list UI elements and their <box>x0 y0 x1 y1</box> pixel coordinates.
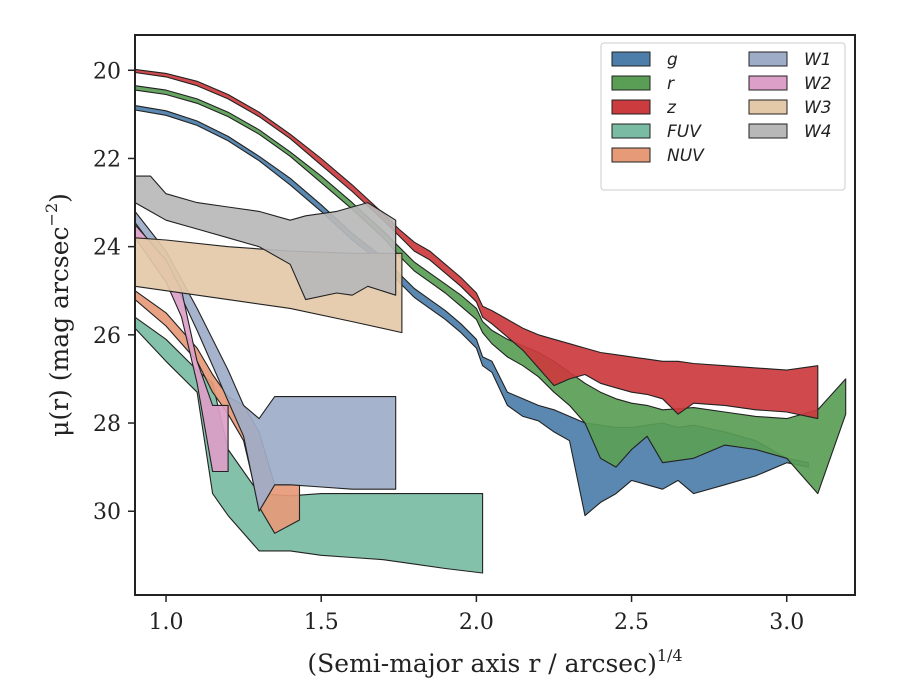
y-tick-label: 30 <box>93 500 121 525</box>
x-axis-label-text: (Semi-major axis r / arcsec) <box>307 649 656 678</box>
y-tick-label: 22 <box>93 147 121 172</box>
legend-label-nuv: NUV <box>667 146 705 166</box>
x-axis-label-exponent: 1/4 <box>657 646 683 665</box>
x-tick-label: 2.5 <box>614 610 649 635</box>
legend-swatch-w2 <box>748 75 788 91</box>
legend-swatch-r <box>611 75 651 91</box>
legend-swatch-w3 <box>748 99 788 115</box>
plot-frame <box>134 34 856 596</box>
legend-label-fuv: FUV <box>667 122 702 142</box>
y-axis-ticks: 20 22 24 26 28 30 <box>93 59 135 525</box>
legend-swatch-g <box>611 51 651 67</box>
legend-swatch-w4 <box>748 123 788 139</box>
x-tick-label: 1.0 <box>149 610 184 635</box>
y-axis-label-exponent: −2 <box>42 203 61 227</box>
band-w1 <box>134 210 397 512</box>
legend: grz FUV NUV W1 W2 W3 W4 <box>600 42 846 191</box>
legend-swatch-w1 <box>748 51 788 67</box>
legend-label-g: g <box>667 50 678 70</box>
y-axis-label-text: μ(r) (mag arcsec <box>45 226 74 436</box>
y-axis-label: μ(r) (mag arcsec−2) <box>42 193 74 437</box>
y-tick-label: 26 <box>93 324 121 349</box>
y-tick-label: 24 <box>93 236 121 261</box>
legend-swatch-fuv <box>611 123 651 139</box>
legend-swatch-z <box>611 99 651 115</box>
y-tick-label: 20 <box>93 59 121 84</box>
x-axis-label: (Semi-major axis r / arcsec)1/4 <box>307 646 682 678</box>
legend-label-w1: W1 <box>804 50 832 70</box>
x-tick-label: 1.5 <box>304 610 339 635</box>
band-z <box>134 68 819 420</box>
x-tick-label: 2.0 <box>459 610 494 635</box>
y-axis-label-close: ) <box>45 193 74 203</box>
band-r <box>134 85 847 495</box>
legend-label-w2: W2 <box>804 74 832 94</box>
profile-bands <box>134 68 847 574</box>
band-w4 <box>134 175 397 301</box>
legend-label-r: r <box>667 74 675 94</box>
y-tick-label: 28 <box>93 412 121 437</box>
legend-label-z: z <box>666 98 677 118</box>
legend-swatch-nuv <box>611 147 651 163</box>
legend-label-w4: W4 <box>804 122 832 142</box>
x-tick-label: 3.0 <box>769 610 804 635</box>
x-axis-ticks: 1.0 1.5 2.0 2.5 3.0 <box>149 595 804 635</box>
legend-label-w3: W3 <box>804 98 832 118</box>
band-fuv <box>134 316 484 574</box>
